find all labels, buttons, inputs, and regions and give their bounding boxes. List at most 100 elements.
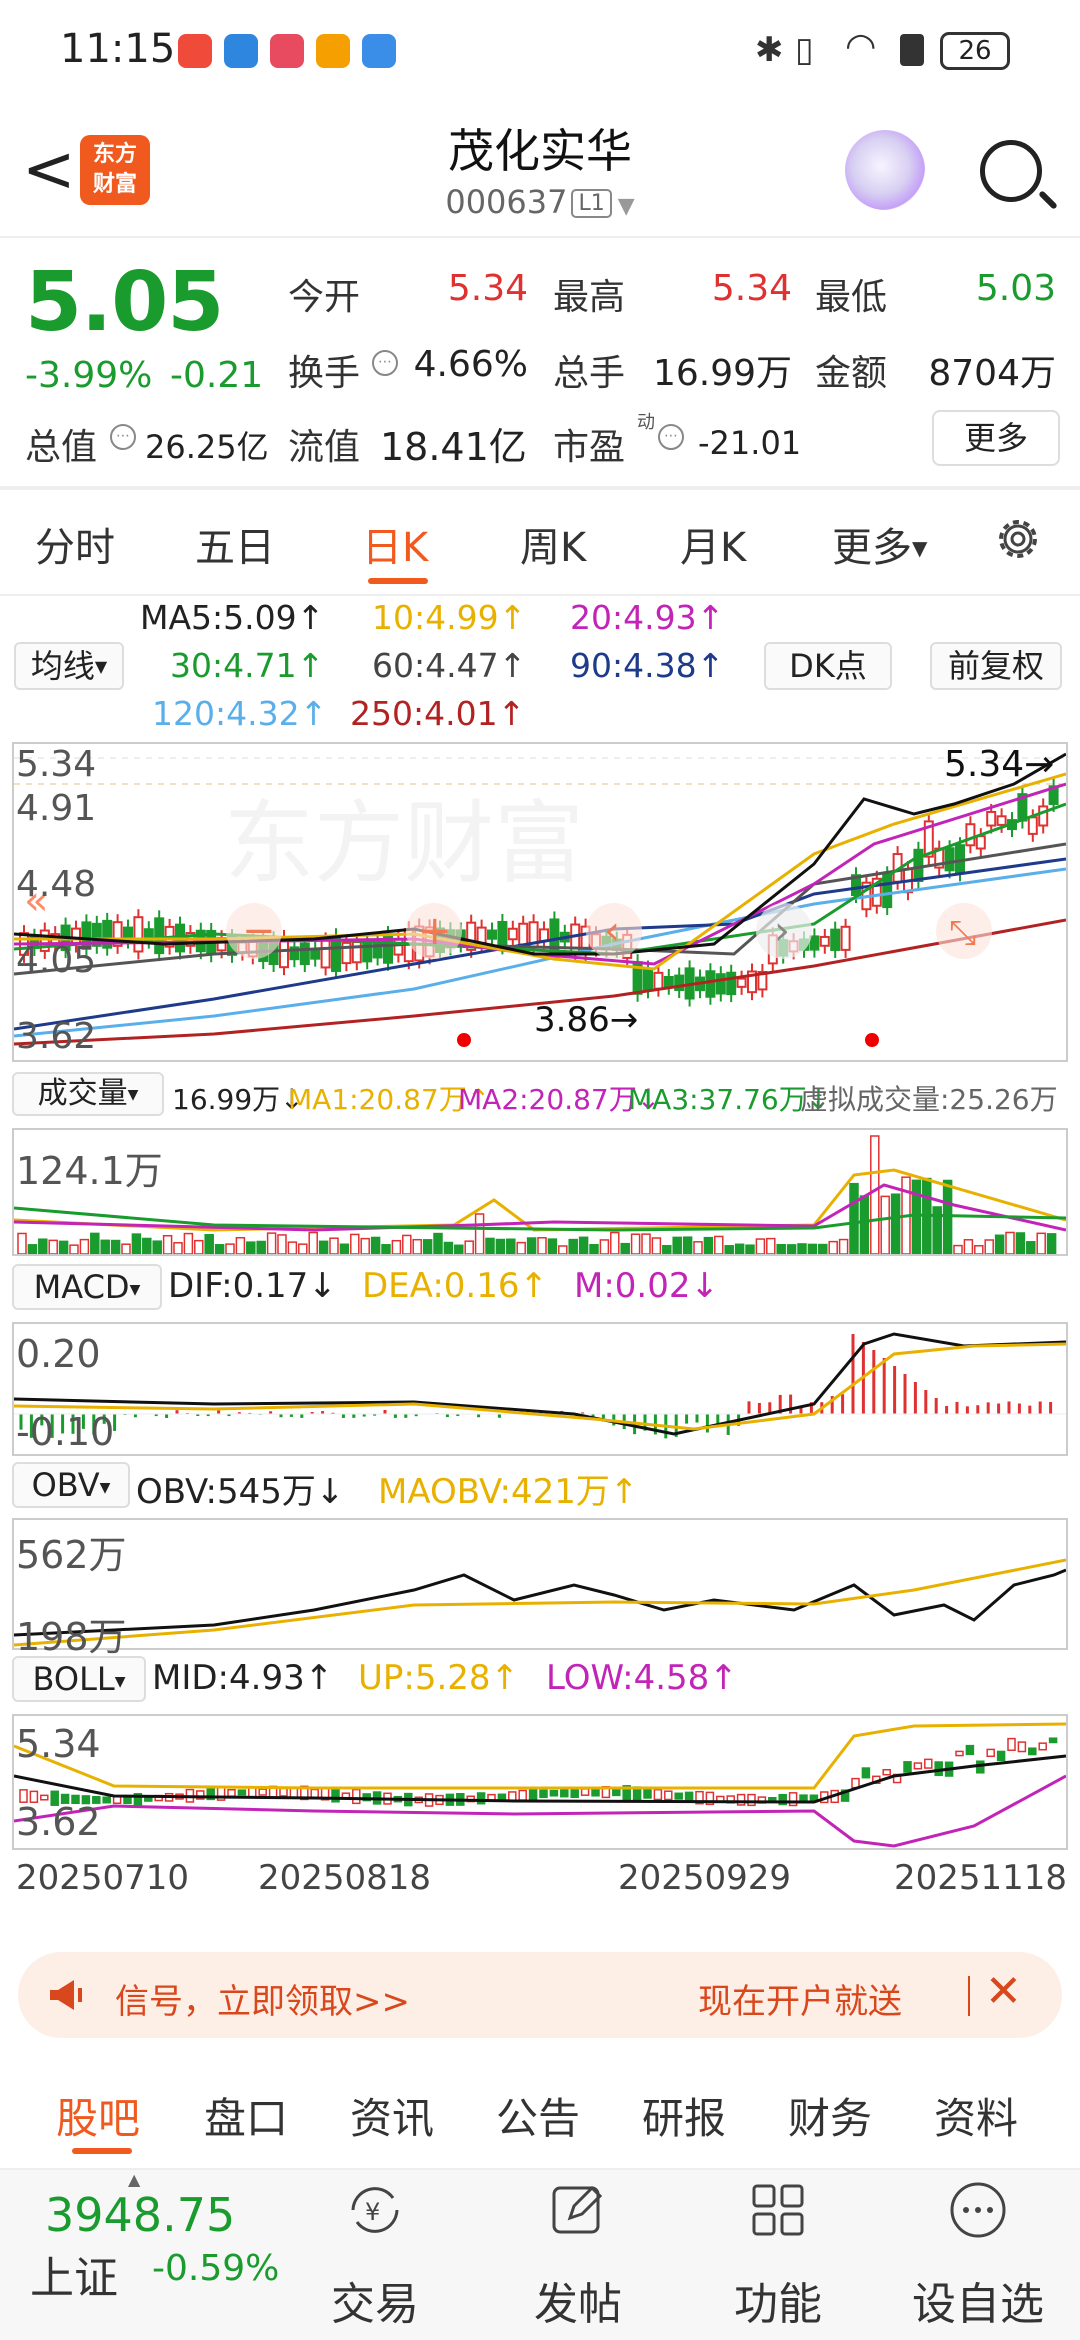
- candle: [736, 977, 747, 988]
- app-notification-icon: [270, 34, 304, 68]
- dk-points-button[interactable]: DK点: [764, 642, 892, 690]
- close-icon[interactable]: ✕: [985, 1966, 1022, 2017]
- volume-bar: [162, 1234, 173, 1255]
- ma-selector[interactable]: 均线▼: [14, 642, 124, 690]
- zoom-in-icon[interactable]: [406, 903, 462, 959]
- maobv-value: MAOBV:421万↑: [378, 1472, 639, 1512]
- fullscreen-icon[interactable]: [936, 903, 992, 959]
- boll-candle: [986, 1748, 995, 1758]
- tab-weekly-k[interactable]: 周K: [520, 525, 587, 571]
- volume-chart[interactable]: 124.1万: [12, 1128, 1068, 1256]
- boll-selector[interactable]: BOLL▼: [12, 1656, 146, 1702]
- candle: [154, 917, 165, 955]
- candle: [341, 941, 352, 965]
- tab-order-book[interactable]: 盘口: [204, 2094, 289, 2143]
- wifi-icon: ◠: [845, 26, 877, 67]
- boll-candle: [206, 1788, 215, 1801]
- tab-five-day[interactable]: 五日: [195, 525, 275, 571]
- tab-more[interactable]: 更多▼: [832, 515, 927, 573]
- add-watchlist-button[interactable]: 设自选: [912, 2279, 1044, 2330]
- candle: [320, 939, 331, 969]
- ma250-text: 250:4.01: [350, 694, 498, 733]
- volume-label: 总手: [553, 353, 626, 394]
- banner-text-right[interactable]: 现在开户就送: [698, 1982, 902, 2022]
- candle: [663, 975, 674, 988]
- obv-chart[interactable]: 562万 198万: [12, 1518, 1068, 1659]
- volume-bar: [79, 1238, 90, 1255]
- boll-candle: [560, 1787, 569, 1798]
- candle: [830, 928, 841, 951]
- stock-code[interactable]: 000637 L1 ▼: [0, 183, 1080, 221]
- volume-ma3-text: MA3:37.76万: [628, 1083, 807, 1116]
- candle: [986, 810, 997, 827]
- tab-monthly-k[interactable]: 月K: [680, 525, 747, 571]
- macd-chart[interactable]: 0.20 -0.10: [12, 1322, 1068, 1456]
- volume-bar: [298, 1243, 308, 1255]
- banner-text-left[interactable]: 信号，立即领取>>: [115, 1982, 410, 2022]
- boll-mid: MID:4.93↑: [152, 1658, 334, 1698]
- boll-chart[interactable]: 5.34 3.62: [12, 1714, 1068, 1850]
- tab-daily-k[interactable]: 日K: [362, 525, 429, 571]
- stock-code-text: 000637: [445, 183, 568, 221]
- boll-candle: [1007, 1737, 1016, 1752]
- volume-bar: [485, 1237, 495, 1255]
- volume-bar: [225, 1243, 235, 1255]
- gear-icon[interactable]: [992, 513, 1044, 565]
- trade-button[interactable]: 交易: [331, 2279, 419, 2330]
- info-icon[interactable]: ⋯: [372, 350, 398, 376]
- volume-bar: [152, 1240, 162, 1255]
- info-icon[interactable]: ⋯: [658, 424, 684, 450]
- volume-ma1-text: MA1:20.87万: [288, 1083, 467, 1116]
- functions-button[interactable]: 功能: [734, 2279, 822, 2330]
- candle: [653, 971, 664, 990]
- index-name[interactable]: 上证: [30, 2253, 118, 2304]
- volume-bar: [443, 1241, 454, 1255]
- apps-icon[interactable]: [748, 2180, 808, 2240]
- more-dots-icon[interactable]: [948, 2180, 1008, 2240]
- assistant-robot-icon[interactable]: [845, 130, 925, 210]
- chevron-down-icon: ▼: [127, 1087, 139, 1103]
- macd-selector[interactable]: MACD▼: [12, 1264, 162, 1310]
- candle: [466, 921, 477, 951]
- tab-financials[interactable]: 财务: [788, 2094, 873, 2143]
- prev-icon[interactable]: [586, 903, 642, 959]
- promo-banner[interactable]: [18, 1952, 1062, 2038]
- tab-profile[interactable]: 资料: [934, 2094, 1019, 2143]
- volume-bar: [516, 1241, 526, 1255]
- tab-news[interactable]: 资讯: [350, 2094, 435, 2143]
- obv-axis-top: 562万: [16, 1533, 127, 1577]
- obv-selector[interactable]: OBV▼: [12, 1462, 130, 1508]
- search-icon[interactable]: [980, 140, 1042, 202]
- more-button[interactable]: 更多: [932, 410, 1060, 466]
- kline-chart[interactable]: 东方财富 « − + ‹ › ⤡ 5.34 4.91 4.48 4.05 3.6…: [12, 742, 1068, 1062]
- index-value[interactable]: 3948.75: [45, 2188, 236, 2242]
- tab-announcements[interactable]: 公告: [496, 2094, 581, 2143]
- compose-icon[interactable]: [548, 2180, 608, 2240]
- scroll-left-icon[interactable]: «: [24, 878, 48, 924]
- tab-intraday[interactable]: 分时: [35, 525, 115, 571]
- chevron-up-icon: ▲: [128, 2170, 141, 2189]
- next-icon[interactable]: [756, 903, 812, 959]
- ma60-value: 60:4.47↑: [372, 646, 527, 685]
- volume-selector[interactable]: 成交量▼: [12, 1072, 164, 1116]
- zoom-out-icon[interactable]: [226, 903, 282, 959]
- adjust-selector[interactable]: 前复权: [930, 642, 1062, 690]
- volume-bar: [547, 1238, 558, 1255]
- candle: [507, 927, 518, 941]
- volume-bar: [131, 1233, 142, 1255]
- volume-bar: [381, 1244, 391, 1255]
- info-icon[interactable]: ⋯: [110, 424, 136, 450]
- post-button[interactable]: 发帖: [534, 2279, 622, 2330]
- trade-icon[interactable]: ¥: [345, 2180, 405, 2240]
- eastmoney-logo[interactable]: 东方 财富: [80, 135, 150, 205]
- volume-bar: [1036, 1232, 1046, 1255]
- svg-text:+: +: [418, 908, 452, 954]
- index-change[interactable]: -0.59%: [152, 2248, 280, 2289]
- volume-bar: [1046, 1233, 1057, 1255]
- svg-text:−: −: [242, 908, 276, 954]
- back-button[interactable]: <: [22, 133, 76, 207]
- candle: [351, 940, 362, 964]
- tab-forum[interactable]: 股吧: [56, 2094, 141, 2143]
- tab-research[interactable]: 研报: [642, 2094, 727, 2143]
- low-label: 最低: [815, 277, 888, 318]
